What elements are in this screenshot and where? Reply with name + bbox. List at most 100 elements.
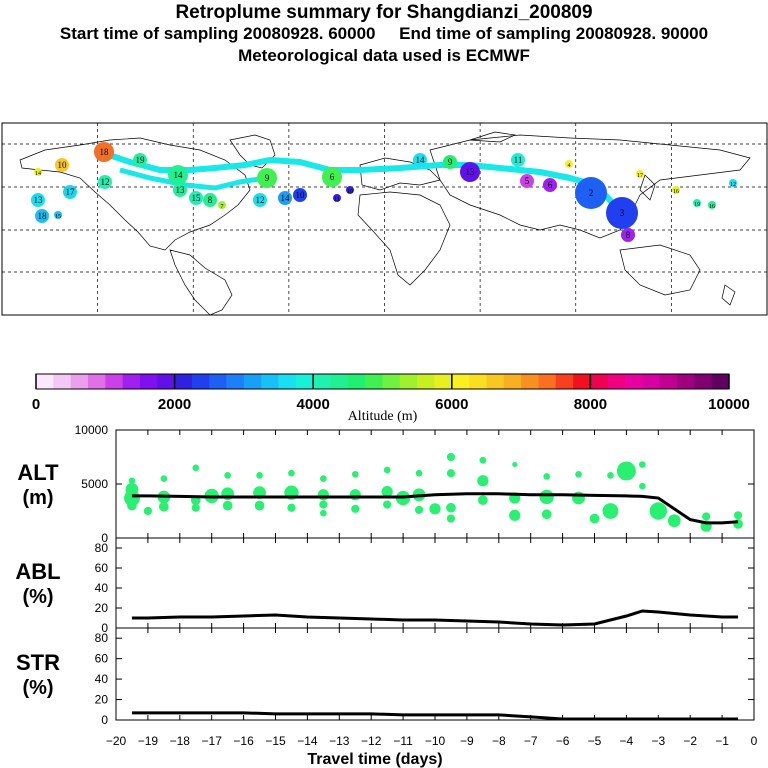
alt-scatter-point xyxy=(383,466,391,474)
x-axis: −20 −19 −18 −17 −16 −15 −14 −13 −12 −11 −10 −9 −8 −7−… xyxy=(106,734,758,768)
alt-scatter-point xyxy=(733,511,743,520)
map-cluster: 18 xyxy=(94,142,114,162)
alt-line xyxy=(131,492,739,525)
x-tick-label: −15 xyxy=(265,734,286,748)
alt-scatter-point xyxy=(512,462,518,468)
map-cluster-label: 14 xyxy=(35,171,41,177)
map-coastline xyxy=(357,191,451,286)
alt-scatter-point xyxy=(446,514,456,523)
colorbar-swatch xyxy=(659,374,678,389)
colorbar-swatch xyxy=(122,374,141,389)
colorbar-swatch xyxy=(538,374,557,389)
map-cluster: 9 xyxy=(443,155,457,169)
abl-label: ABL xyxy=(15,559,60,584)
alt-panel: ALT(m) 10000 5000 0 xyxy=(17,423,755,545)
map-cluster: 19 xyxy=(133,153,147,167)
map-cluster: 3 xyxy=(606,197,638,229)
alt-unit: (m) xyxy=(22,487,53,509)
map-cluster: 16 xyxy=(708,201,716,210)
alt-scatter-point xyxy=(191,503,200,512)
x-tick-label: 0 xyxy=(751,734,758,748)
alt-scatter-point xyxy=(381,485,393,498)
colorbar-swatch xyxy=(607,374,626,389)
map-cluster-marker xyxy=(189,191,203,205)
map-cluster-marker xyxy=(55,158,69,172)
colorbar-title: Altitude (m) xyxy=(348,409,418,424)
map-cluster: 7 xyxy=(218,201,226,210)
alt-scatter-point xyxy=(287,503,296,512)
map-cluster-label: 12 xyxy=(730,182,736,188)
map-cluster-marker xyxy=(460,162,480,182)
alt-scatter-point xyxy=(383,500,392,509)
map-cluster: 12 xyxy=(98,175,112,189)
map-cluster: 6 xyxy=(322,167,342,187)
map-cluster: 14 xyxy=(278,191,292,205)
map-cluster-marker xyxy=(34,168,42,176)
alt-scatter-point xyxy=(446,502,456,513)
colorbar-tick-label: 8000 xyxy=(574,396,607,413)
map-coastline xyxy=(721,284,736,306)
alt-scatter-point xyxy=(317,489,329,501)
map-cluster-marker xyxy=(203,193,217,207)
alt-scatter-point xyxy=(320,475,327,482)
map-cluster: 11 xyxy=(333,194,341,203)
colorbar-swatch xyxy=(365,374,383,389)
map-cluster-label: 18 xyxy=(38,211,48,221)
map-cluster-label: 19 xyxy=(694,202,700,208)
colorbar-swatch xyxy=(694,374,712,389)
map-cluster-marker xyxy=(708,201,716,209)
x-tick-label: −14 xyxy=(297,734,318,748)
x-tick-label: −19 xyxy=(138,734,159,748)
alt-scatter-point xyxy=(414,505,424,514)
sampling-times: Start time of sampling 20080928. 60000 E… xyxy=(59,24,709,43)
x-tick-label: −4 xyxy=(620,734,634,748)
str-unit: (%) xyxy=(22,677,53,699)
colorbar-swatch xyxy=(139,374,158,389)
map-cluster-label: 15 xyxy=(55,214,61,220)
map-cluster: 16 xyxy=(672,186,680,195)
map-cluster: 17 xyxy=(636,170,644,179)
alt-scatter-point xyxy=(639,482,646,490)
colorbar-swatch xyxy=(451,374,470,389)
map-cluster: 9 xyxy=(257,168,277,188)
map-cluster-marker xyxy=(693,199,701,207)
colorbar-tick-label: 0 xyxy=(32,396,40,413)
alt-scatter-point xyxy=(575,470,582,478)
map-coastline xyxy=(359,157,441,191)
colorbar-swatch xyxy=(295,374,314,389)
map-cluster: 13 xyxy=(460,162,480,182)
map-cluster-label: 17 xyxy=(637,173,643,179)
x-tick-label: −2 xyxy=(683,734,697,748)
map-cluster-label: 14 xyxy=(174,170,184,180)
map-cluster-marker xyxy=(575,177,607,209)
colorbar-swatch xyxy=(399,374,418,389)
map-cluster-label: 10 xyxy=(296,190,306,200)
colorbar-swatch xyxy=(555,374,574,389)
map-cluster: 14 xyxy=(34,168,42,177)
alt-scatter-point xyxy=(124,490,140,506)
map-cluster-marker xyxy=(293,188,307,202)
map-cluster-marker xyxy=(168,165,188,185)
alt-scatter-point xyxy=(254,500,265,511)
str-panel: STR(%) 80 60 40 20 0 xyxy=(16,627,755,727)
x-tick-label: −1 xyxy=(715,734,729,748)
alt-scatter-point xyxy=(478,495,488,506)
map-cluster-marker xyxy=(253,193,267,207)
colorbar-swatch xyxy=(521,374,539,389)
alt-scatter-point xyxy=(639,461,646,468)
map-cluster-marker xyxy=(218,201,226,209)
alt-scatter-point xyxy=(446,452,456,462)
colorbar-swatch xyxy=(278,374,297,389)
colorbar-swatch xyxy=(503,374,522,389)
map-cluster: 6 xyxy=(543,178,557,192)
map-cluster-label: 19 xyxy=(136,155,146,165)
map-cluster-marker xyxy=(565,160,573,168)
map-cluster: 18 xyxy=(35,209,49,223)
map-cluster-marker xyxy=(98,175,112,189)
altitude-colorbar: 0 2000 4000 6000 8000 10000 Altitude (m) xyxy=(32,373,750,424)
x-tick-label: −7 xyxy=(524,734,538,748)
map-cluster-marker xyxy=(636,170,644,178)
map-cluster-marker xyxy=(511,153,525,167)
colorbar-swatch xyxy=(382,374,401,389)
